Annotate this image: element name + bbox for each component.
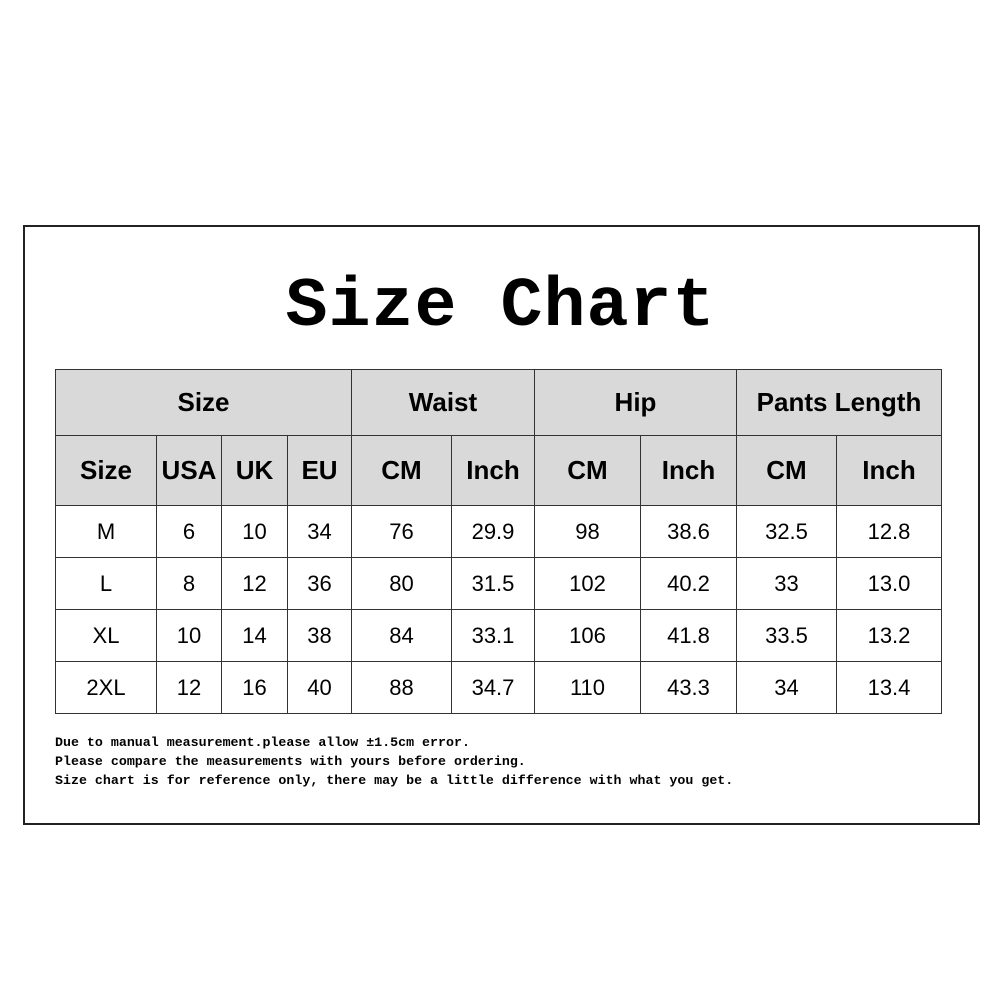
table-cell: 34 (736, 661, 837, 714)
chart-frame (23, 225, 980, 825)
table-cell: 12.8 (836, 505, 942, 558)
column-header: UK (221, 435, 288, 506)
column-header: USA (156, 435, 222, 506)
table-cell: 6 (156, 505, 222, 558)
group-header: Hip (534, 369, 737, 436)
table-cell: 10 (221, 505, 288, 558)
column-header: CM (534, 435, 641, 506)
table-row: 2XL 12 16 40 88 34.7 110 43.3 34 13.4 (55, 661, 942, 714)
table-cell: 41.8 (640, 609, 737, 662)
table-cell: 110 (534, 661, 641, 714)
table-cell: 13.4 (836, 661, 942, 714)
column-header: EU (287, 435, 352, 506)
table-cell: 8 (156, 557, 222, 610)
table-cell: 40 (287, 661, 352, 714)
group-header: Pants Length (736, 369, 942, 436)
table-cell: 2XL (55, 661, 157, 714)
page-title: Size Chart (285, 268, 716, 347)
table-cell: 10 (156, 609, 222, 662)
table-cell: 40.2 (640, 557, 737, 610)
group-header: Waist (351, 369, 535, 436)
table-row: XL 10 14 38 84 33.1 106 41.8 33.5 13.2 (55, 609, 942, 662)
table-cell: 29.9 (451, 505, 535, 558)
table-cell: 38 (287, 609, 352, 662)
table-cell: 14 (221, 609, 288, 662)
column-header: Size (55, 435, 157, 506)
table-cell: 33.1 (451, 609, 535, 662)
table-cell: 13.2 (836, 609, 942, 662)
table-cell: 38.6 (640, 505, 737, 558)
table-cell: M (55, 505, 157, 558)
notes: Due to manual measurement.please allow ±… (55, 733, 733, 790)
column-header: Inch (451, 435, 535, 506)
table-cell: XL (55, 609, 157, 662)
table-cell: 106 (534, 609, 641, 662)
size-table: Size Waist Hip Pants Length Size USA UK EU CM In… (55, 369, 942, 714)
column-header: Inch (640, 435, 737, 506)
table-cell: 12 (221, 557, 288, 610)
table-cell: 84 (351, 609, 452, 662)
note-line: Please compare the measurements with you… (55, 754, 526, 769)
table-cell: 98 (534, 505, 641, 558)
table-cell: 36 (287, 557, 352, 610)
group-header: Size (55, 369, 352, 436)
table-cell: 80 (351, 557, 452, 610)
column-header: CM (736, 435, 837, 506)
table-cell: 33 (736, 557, 837, 610)
table-cell: 34.7 (451, 661, 535, 714)
table-row: M 6 10 34 76 29.9 98 38.6 32.5 12.8 (55, 505, 942, 558)
table-cell: 32.5 (736, 505, 837, 558)
column-header: CM (351, 435, 452, 506)
table-cell: 13.0 (836, 557, 942, 610)
note-line: Size chart is for reference only, there … (55, 773, 734, 788)
table-cell: 16 (221, 661, 288, 714)
table-cell: 12 (156, 661, 222, 714)
table-cell: 34 (287, 505, 352, 558)
table-cell: 43.3 (640, 661, 737, 714)
table-cell: 88 (351, 661, 452, 714)
table-cell: L (55, 557, 157, 610)
table-row: L 8 12 36 80 31.5 102 40.2 33 13.0 (55, 557, 942, 610)
table-cell: 76 (351, 505, 452, 558)
note-line: Due to manual measurement.please allow ±… (55, 735, 470, 750)
table-cell: 33.5 (736, 609, 837, 662)
table-cell: 31.5 (451, 557, 535, 610)
table-cell: 102 (534, 557, 641, 610)
column-header: Inch (836, 435, 942, 506)
